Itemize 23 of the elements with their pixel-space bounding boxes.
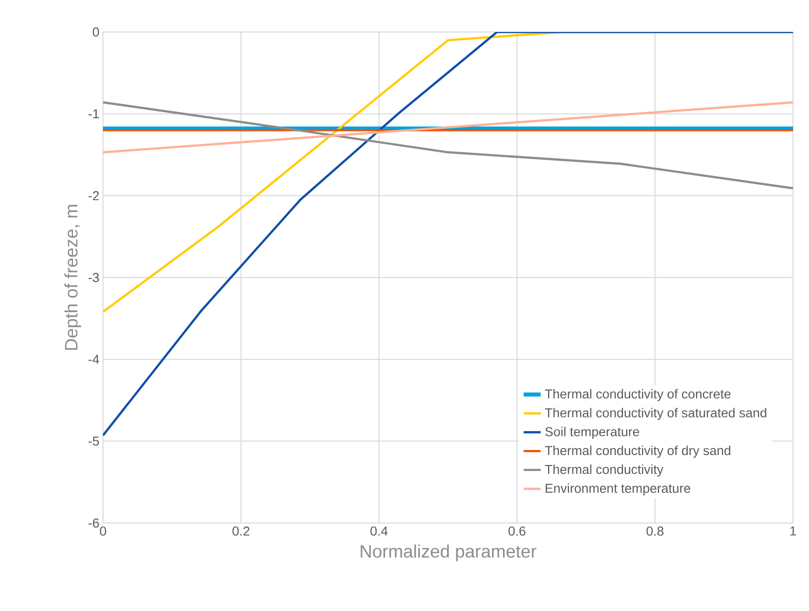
line-series [103,32,794,437]
x-axis-title: Normalized parameter [360,544,536,562]
y-tick-label: -5 [88,436,99,446]
y-tick-label: 0 [92,27,99,37]
legend-label: Thermal conductivity [544,464,664,477]
x-tick-label: 0.6 [508,526,526,536]
line-series [103,101,794,190]
x-tick-label: 1 [790,526,796,536]
x-tick-label: 0 [100,526,106,536]
legend-label: Thermal conductivity of saturated sand [544,408,766,420]
y-tick-label: -3 [88,272,99,282]
legend-label: Soil temperature [545,426,640,439]
x-tick-label: 0.4 [370,526,388,536]
legend-label: Thermal conductivity of concrete [544,389,731,402]
y-axis-title: Depth of freeze, m [64,204,82,350]
x-tick-label: 0.8 [646,526,664,536]
x-tick-label: 0.2 [232,526,250,536]
legend-label: Environment temperature [546,483,690,496]
y-tick-label: -4 [88,354,100,364]
y-tick-label: -2 [88,191,99,200]
y-tick-label: -1 [88,109,99,118]
y-tick-label: -6 [88,518,99,528]
legend-label: Thermal conductivity of dry sand [544,446,730,458]
